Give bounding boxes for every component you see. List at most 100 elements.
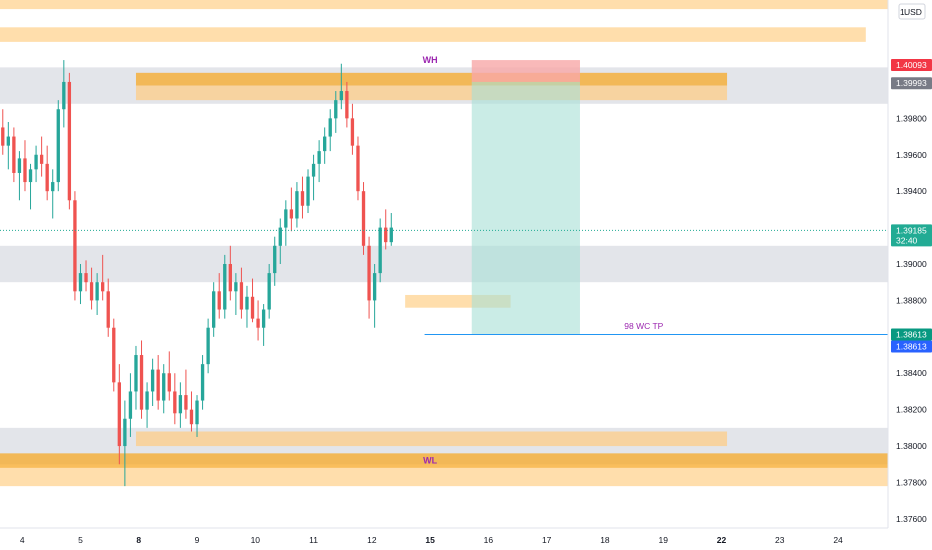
zone-5: [135, 72, 728, 86]
time-axis[interactable]: 4 5 8 9 10 11 12 15 16 17 18 19 22 23 24: [20, 535, 843, 545]
price-badge-label-1: 1.39993: [896, 78, 927, 88]
price-tick-6: 1.38400: [896, 368, 927, 378]
time-tick-14: 24: [833, 535, 843, 545]
candle-body-20: [112, 327, 116, 383]
position-tool[interactable]: [471, 60, 580, 335]
time-tick-0: 4: [20, 535, 25, 545]
time-tick-8: 16: [484, 535, 494, 545]
candle-body-29: [162, 373, 166, 401]
candle-body-22: [123, 418, 127, 447]
candle-body-16: [89, 282, 94, 301]
price-tick-2: 1.39600: [896, 150, 927, 160]
stop-loss-zone: [471, 60, 580, 82]
candle-body-26: [145, 391, 149, 410]
candle-body-30: [167, 373, 171, 392]
price-badge-timer-2: 32:40: [896, 235, 918, 245]
candle-body-8: [45, 163, 49, 192]
candle-body-52: [289, 209, 294, 219]
time-tick-1: 5: [78, 535, 83, 545]
candle-body-59: [328, 118, 332, 137]
candle-body-43: [239, 282, 244, 310]
candle-body-17: [95, 282, 99, 301]
candle-body-11: [62, 81, 66, 110]
time-tick-5: 11: [309, 535, 318, 545]
time-tick-3: 9: [195, 535, 200, 545]
price-tick-8: 1.38000: [896, 441, 927, 451]
candle-body-41: [228, 264, 232, 292]
candle-body-44: [245, 296, 249, 310]
candle-body-34: [189, 409, 194, 425]
candle-body-53: [295, 191, 299, 219]
candle-body-46: [256, 318, 260, 328]
time-tick-2: 8: [136, 535, 141, 545]
price-tick-4: 1.39000: [896, 259, 927, 269]
candle-body-55: [306, 176, 310, 206]
candle-body-5: [28, 169, 33, 183]
time-tick-4: 10: [251, 535, 261, 545]
zones-layer: [0, 0, 888, 487]
candle-body-63: [350, 118, 355, 146]
candle-body-1: [6, 136, 10, 146]
price-badge-0: [891, 58, 932, 71]
candle-body-40: [223, 264, 227, 310]
candle-body-0: [1, 127, 5, 146]
zone-4: [0, 27, 866, 42]
price-badge-label-4: 1.38613: [896, 341, 927, 351]
candle-body-21: [117, 382, 121, 447]
candle-body-37: [206, 327, 210, 365]
candle-body-49: [273, 245, 277, 274]
candle-body-33: [184, 395, 188, 410]
candle-body-2: [12, 136, 16, 173]
zone-6: [135, 85, 728, 101]
candle-body-3: [17, 158, 22, 173]
price-tick-9: 1.37800: [896, 477, 927, 487]
chart-label-0: WH: [423, 55, 438, 65]
candle-body-12: [67, 81, 72, 201]
candle-body-64: [356, 145, 360, 192]
time-tick-10: 18: [600, 535, 610, 545]
price-badge-label-2: 1.39185: [896, 225, 927, 235]
lines-layer: [0, 229, 888, 335]
candle-body-31: [173, 391, 177, 414]
time-tick-11: 19: [658, 535, 668, 545]
price-tick-5: 1.38800: [896, 295, 927, 305]
candle-body-18: [101, 282, 105, 292]
candle-body-27: [150, 369, 155, 392]
candle-body-69: [384, 227, 388, 243]
candle-body-48: [267, 273, 271, 310]
candle-body-25: [139, 355, 144, 410]
candle-body-61: [339, 91, 343, 101]
zone-1: [0, 245, 888, 283]
zone-7: [135, 431, 728, 447]
candle-body-15: [84, 273, 88, 283]
candle-body-24: [134, 355, 138, 392]
zone-9: [0, 467, 888, 487]
candle-body-35: [195, 400, 199, 425]
currency-label: USD: [904, 7, 922, 17]
candle-body-65: [361, 191, 366, 246]
currency-button[interactable]: [898, 3, 926, 20]
candle-body-19: [106, 291, 110, 328]
candle-body-66: [367, 245, 371, 301]
price-badge-2: [891, 224, 932, 247]
price-tick-3: 1.39400: [896, 186, 927, 196]
candle-body-23: [128, 391, 133, 419]
price-tick-7: 1.38200: [896, 405, 927, 415]
candle-body-58: [323, 136, 327, 152]
time-tick-6: 12: [367, 535, 377, 545]
candle-body-60: [334, 100, 338, 119]
chart-label-2: 98 WC TP: [624, 321, 663, 331]
candle-body-45: [250, 296, 255, 319]
candle-body-7: [39, 154, 44, 164]
zone-3: [0, 0, 888, 10]
chart-labels-layer: WH WL 98 WC TP: [423, 55, 664, 466]
candle-body-47: [261, 309, 266, 328]
candle-body-14: [78, 273, 83, 292]
candle-body-10: [56, 109, 60, 183]
candle-body-13: [73, 200, 77, 292]
candle-body-68: [378, 227, 382, 274]
price-badge-label-0: 1.40093: [896, 60, 927, 70]
price-tick-10: 1.37600: [896, 514, 927, 524]
